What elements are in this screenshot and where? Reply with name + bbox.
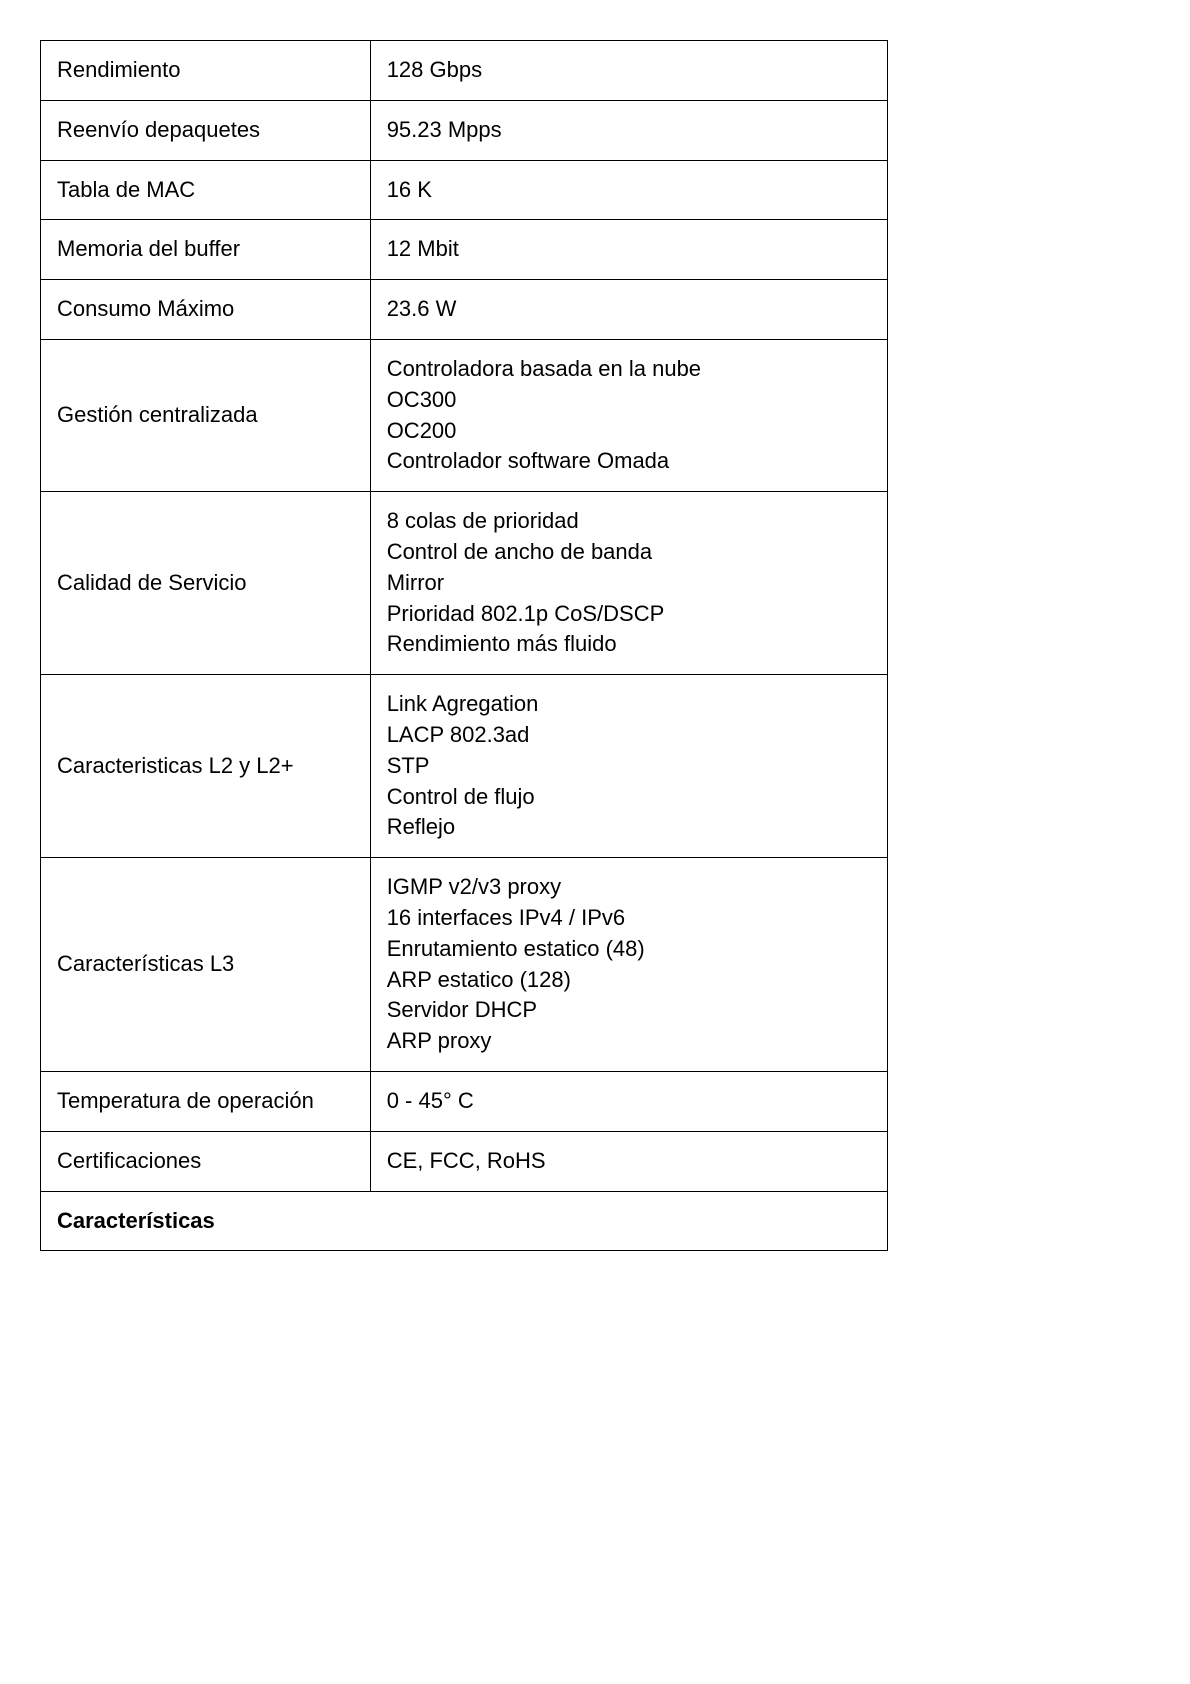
- spec-value: 23.6 W: [370, 280, 887, 340]
- spec-value: 8 colas de prioridad Control de ancho de…: [370, 492, 887, 675]
- spec-label: Caracteristicas L2 y L2+: [41, 675, 371, 858]
- table-section-header-row: Características: [41, 1191, 888, 1251]
- spec-label: Rendimiento: [41, 41, 371, 101]
- table-row: Consumo Máximo 23.6 W: [41, 280, 888, 340]
- spec-value: IGMP v2/v3 proxy 16 interfaces IPv4 / IP…: [370, 858, 887, 1072]
- spec-table-body: Rendimiento 128 Gbps Reenvío depaquetes …: [41, 41, 888, 1251]
- table-row: Gestión centralizada Controladora basada…: [41, 339, 888, 491]
- spec-label: Certificaciones: [41, 1131, 371, 1191]
- table-row: Memoria del buffer 12 Mbit: [41, 220, 888, 280]
- spec-label: Características L3: [41, 858, 371, 1072]
- spec-value: CE, FCC, RoHS: [370, 1131, 887, 1191]
- spec-value: 128 Gbps: [370, 41, 887, 101]
- spec-label: Reenvío depaquetes: [41, 100, 371, 160]
- table-row: Calidad de Servicio 8 colas de prioridad…: [41, 492, 888, 675]
- spec-label: Gestión centralizada: [41, 339, 371, 491]
- spec-label: Tabla de MAC: [41, 160, 371, 220]
- table-row: Tabla de MAC 16 K: [41, 160, 888, 220]
- spec-value: 16 K: [370, 160, 887, 220]
- table-row: Certificaciones CE, FCC, RoHS: [41, 1131, 888, 1191]
- table-row: Temperatura de operación 0 - 45° C: [41, 1071, 888, 1131]
- spec-table: Rendimiento 128 Gbps Reenvío depaquetes …: [40, 40, 888, 1251]
- spec-label: Temperatura de operación: [41, 1071, 371, 1131]
- spec-label: Memoria del buffer: [41, 220, 371, 280]
- table-row: Rendimiento 128 Gbps: [41, 41, 888, 101]
- spec-value: Link Agregation LACP 802.3ad STP Control…: [370, 675, 887, 858]
- table-row: Características L3 IGMP v2/v3 proxy 16 i…: [41, 858, 888, 1072]
- spec-value: 12 Mbit: [370, 220, 887, 280]
- spec-value: 0 - 45° C: [370, 1071, 887, 1131]
- spec-value: 95.23 Mpps: [370, 100, 887, 160]
- spec-label: Consumo Máximo: [41, 280, 371, 340]
- section-header: Características: [41, 1191, 888, 1251]
- table-row: Reenvío depaquetes 95.23 Mpps: [41, 100, 888, 160]
- spec-label: Calidad de Servicio: [41, 492, 371, 675]
- table-row: Caracteristicas L2 y L2+ Link Agregation…: [41, 675, 888, 858]
- spec-value: Controladora basada en la nube OC300 OC2…: [370, 339, 887, 491]
